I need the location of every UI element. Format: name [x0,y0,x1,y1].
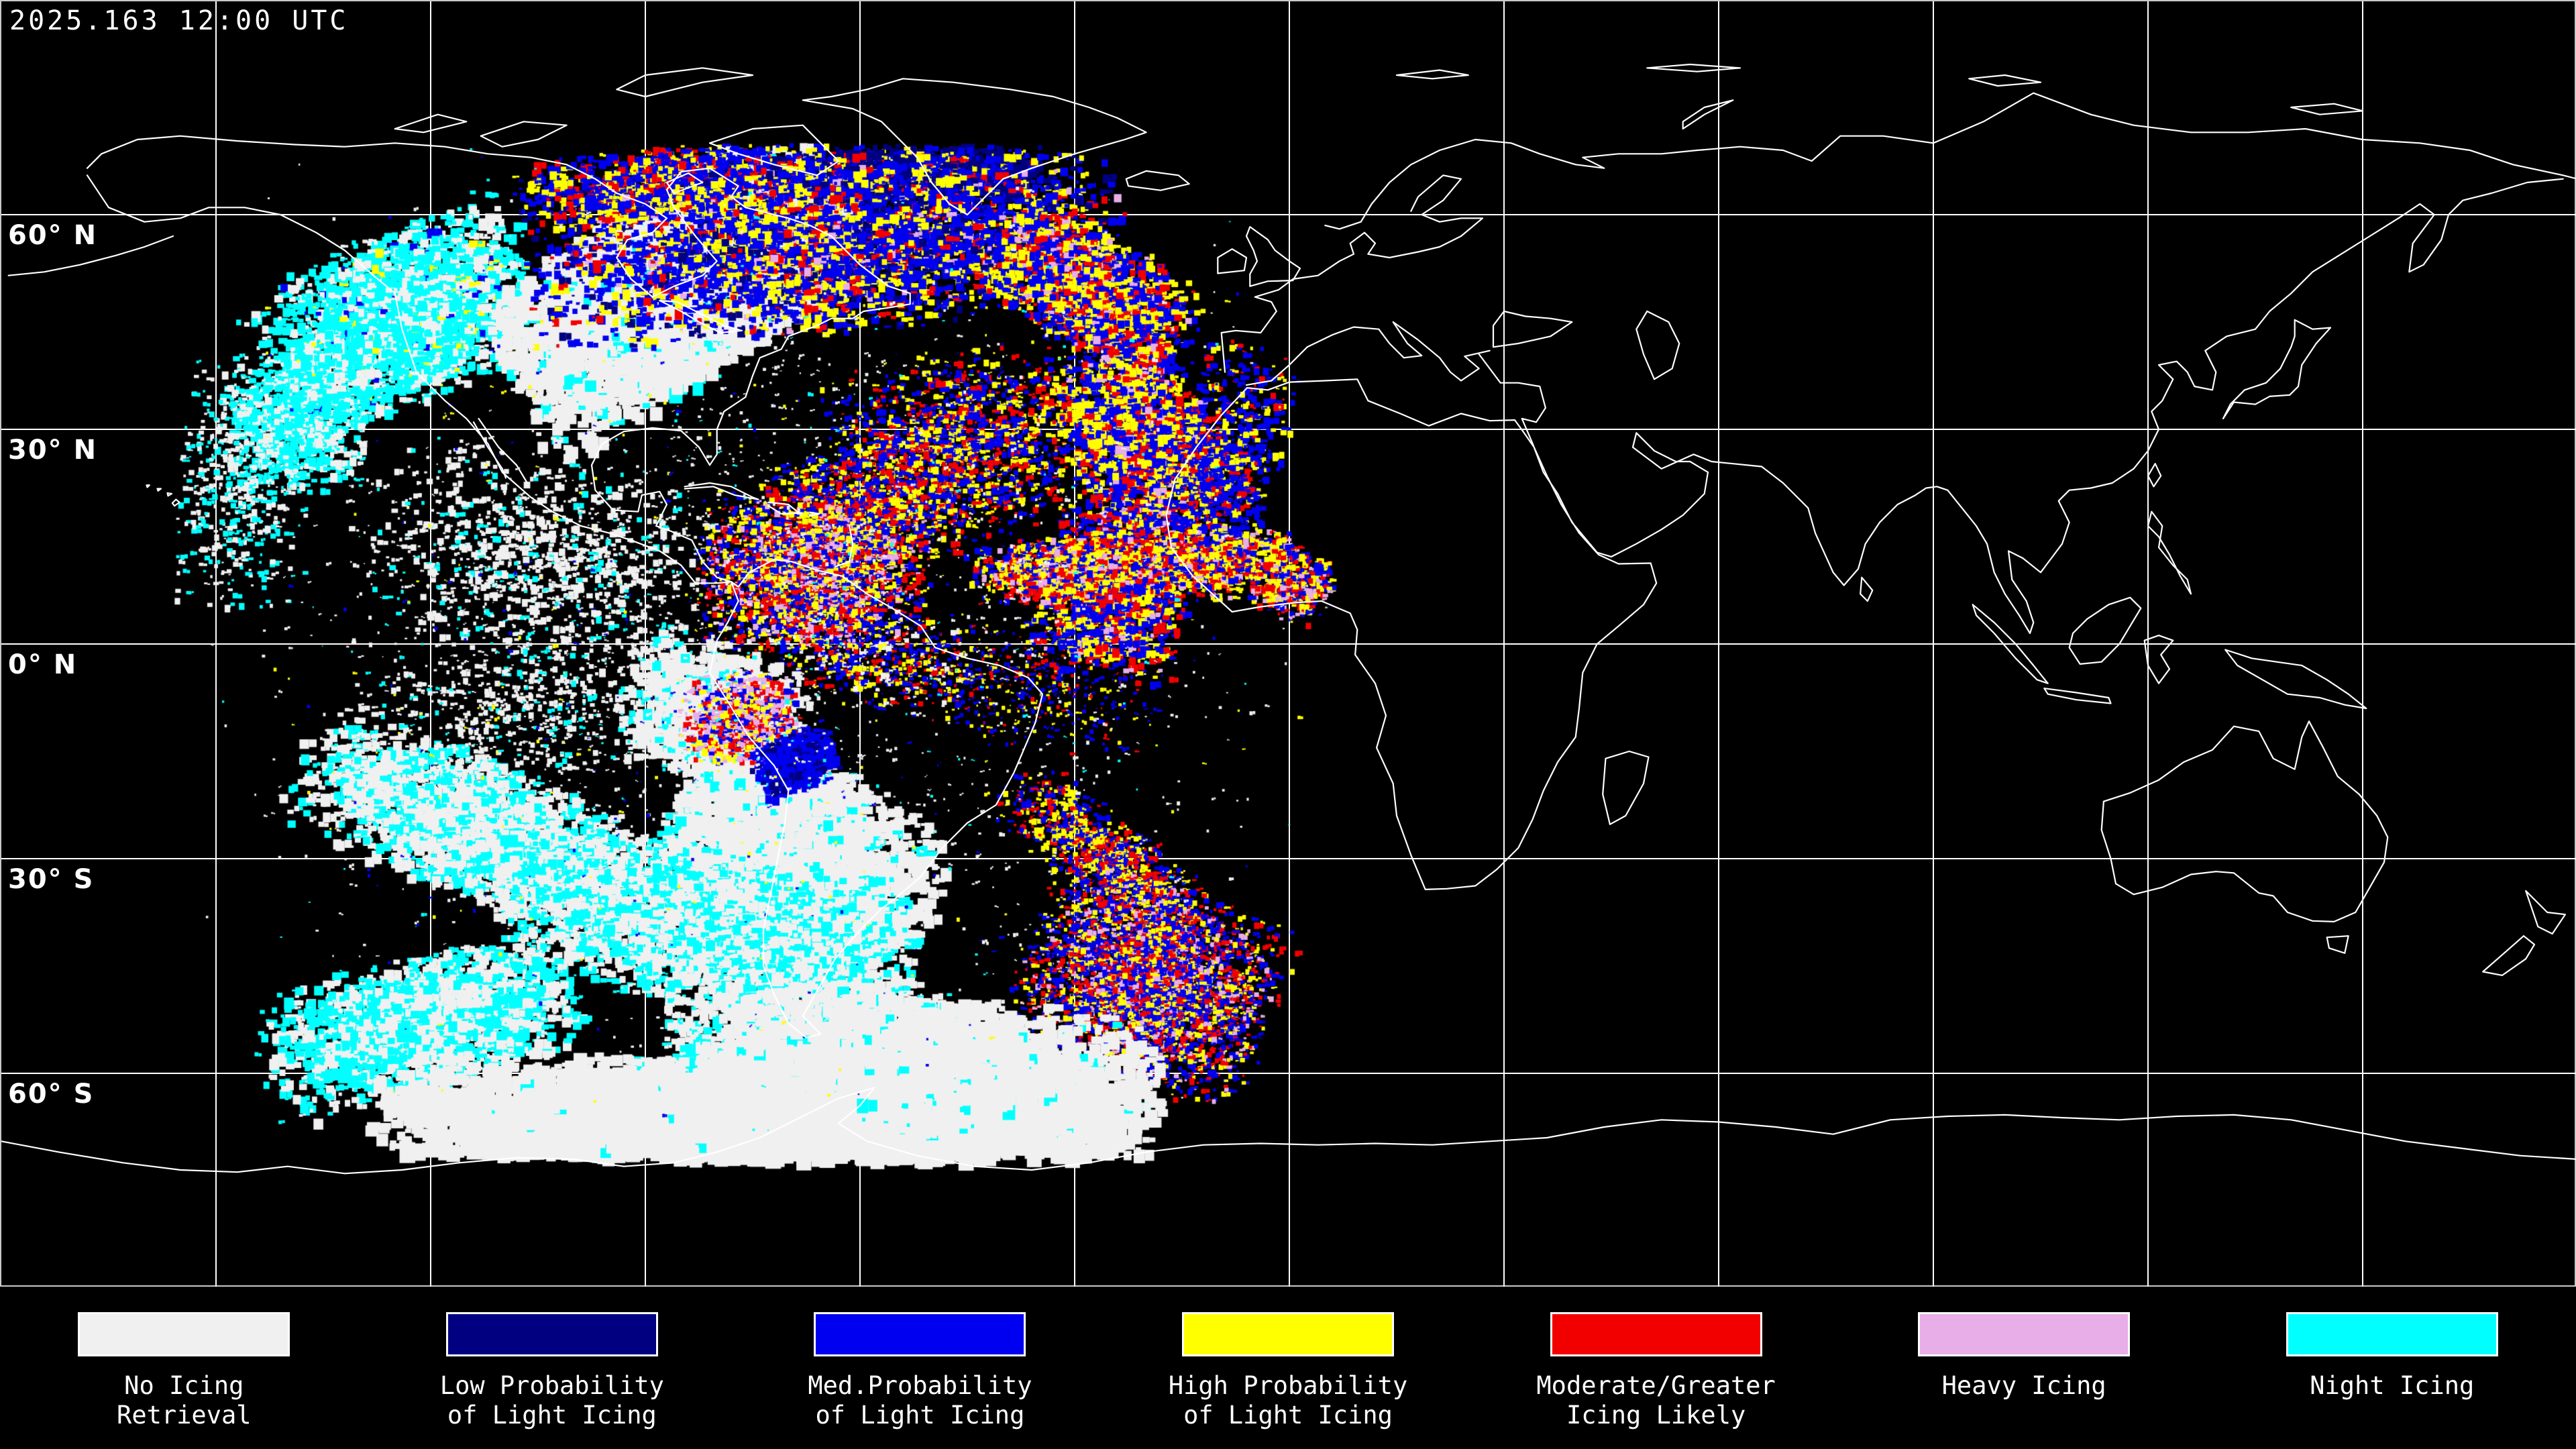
legend-item-low-prob-light-icing: Low Probability of Light Icing [368,1287,737,1430]
legend-swatch-heavy-icing [1918,1312,2131,1356]
legend-label-night-icing: Night Icing [2310,1371,2475,1400]
latitude-label: 30° S [8,864,95,895]
latitude-label: 0° N [8,649,78,680]
legend-label-med-prob-light-icing: Med.Probability of Light Icing [808,1371,1032,1430]
legend: No Icing Retrieval Low Probability of Lig… [0,1287,2576,1449]
legend-swatch-night-icing [2286,1312,2498,1356]
legend-swatch-moderate-greater-icing [1550,1312,1762,1356]
legend-swatch-no-icing-retrieval [78,1312,290,1356]
world-map: 2025.163 12:00 UTC 60° N 30° N 0° N 30° S 60… [0,0,2576,1288]
legend-swatch-med-prob-light-icing [814,1312,1026,1356]
legend-label-moderate-greater-icing: Moderate/Greater Icing Likely [1536,1371,1776,1430]
legend-swatch-low-prob-light-icing [445,1312,658,1356]
legend-label-low-prob-light-icing: Low Probability of Light Icing [439,1371,664,1430]
legend-label-high-prob-light-icing: High Probability of Light Icing [1168,1371,1408,1430]
legend-item-moderate-greater-icing: Moderate/Greater Icing Likely [1472,1287,1840,1430]
legend-item-no-icing-retrieval: No Icing Retrieval [0,1287,368,1430]
latitude-label: 60° S [8,1079,95,1110]
legend-item-heavy-icing: Heavy Icing [1840,1287,2208,1401]
timestamp: 2025.163 12:00 UTC [9,5,349,36]
legend-item-night-icing: Night Icing [2208,1287,2576,1401]
latitude-label: 30° N [8,435,98,466]
legend-label-heavy-icing: Heavy Icing [1941,1371,2106,1400]
legend-item-med-prob-light-icing: Med.Probability of Light Icing [736,1287,1104,1430]
coastline-layer [1,63,2576,1175]
legend-item-high-prob-light-icing: High Probability of Light Icing [1104,1287,1472,1430]
latitude-label: 60° N [8,220,98,251]
satellite-icing-layer [1,1,2576,1288]
legend-label-no-icing-retrieval: No Icing Retrieval [117,1371,252,1430]
legend-swatch-high-prob-light-icing [1182,1312,1395,1356]
